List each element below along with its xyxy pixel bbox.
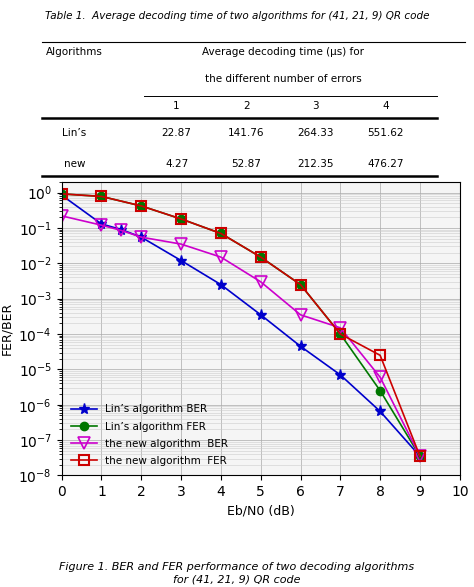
Text: 52.87: 52.87 [231,159,261,169]
Text: 1: 1 [173,101,180,111]
X-axis label: Eb/N0 (dB): Eb/N0 (dB) [227,505,294,518]
Text: 551.62: 551.62 [367,129,404,139]
Text: 22.87: 22.87 [162,129,191,139]
Text: 141.76: 141.76 [228,129,264,139]
Text: Figure 1. BER and FER performance of two decoding algorithms
for (41, 21, 9) QR : Figure 1. BER and FER performance of two… [59,562,415,584]
Text: 264.33: 264.33 [298,129,334,139]
Y-axis label: FER/BER: FER/BER [0,302,13,355]
Text: the different number of errors: the different number of errors [205,74,362,84]
Text: Average decoding time (μs) for: Average decoding time (μs) for [202,47,365,57]
Text: Lin’s: Lin’s [62,129,87,139]
Text: 2: 2 [243,101,250,111]
Text: 4: 4 [383,101,389,111]
Text: Algorithms: Algorithms [46,47,103,57]
Text: 212.35: 212.35 [298,159,334,169]
Text: 4.27: 4.27 [165,159,188,169]
Text: 3: 3 [313,101,319,111]
Legend: Lin’s algorithm BER, Lin’s algorithm FER, the new algorithm  BER, the new algori: Lin’s algorithm BER, Lin’s algorithm FER… [67,400,233,470]
Text: 476.27: 476.27 [367,159,404,169]
Text: new: new [64,159,85,169]
Text: Table 1.  Average decoding time of two algorithms for (41, 21, 9) QR code: Table 1. Average decoding time of two al… [45,11,429,21]
